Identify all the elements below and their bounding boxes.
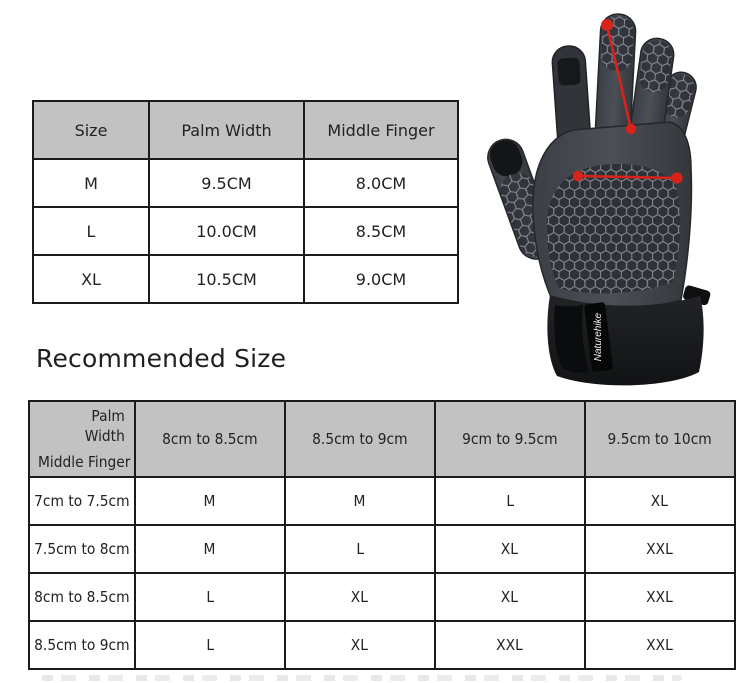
spec-header-size: Size [32, 100, 150, 160]
spec-cell: 8.5CM [303, 206, 459, 256]
rec-cell-value: XL [501, 588, 519, 606]
rec-cell: L [433, 476, 586, 526]
rec-col-header: 9cm to 9.5cm [433, 400, 586, 478]
rec-cell-value: M [203, 492, 216, 510]
spec-cell: 10.5CM [148, 254, 305, 304]
rec-col-header-label: 9cm to 9.5cm [462, 430, 558, 448]
rec-cell-value: XL [351, 636, 369, 654]
rec-col-header: 8.5cm to 9cm [283, 400, 436, 478]
measurement-endpoints [572, 19, 683, 184]
rec-cell: XL [583, 476, 736, 526]
rec-row-label-text: 7cm to 7.5cm [34, 492, 130, 510]
rec-cell-value: L [205, 588, 214, 606]
measurement-annotations [577, 24, 678, 180]
glove-product-image: Naturehike [455, 0, 755, 390]
cropped-caption-remnant [42, 675, 682, 681]
rec-col-header: 8cm to 8.5cm [133, 400, 286, 478]
rec-row: 8cm to 8.5cm L XL XL XXL [28, 572, 736, 622]
spec-cell: 8.0CM [303, 158, 459, 208]
thumb-touch-tip [489, 140, 523, 177]
rec-row: 7.5cm to 8cm M L XL XXL [28, 524, 736, 574]
corner-label-palm: Palm [91, 407, 125, 425]
palm-grip-pattern [546, 164, 681, 294]
rec-cell-value: XXL [646, 636, 674, 654]
rec-col-header-label: 8.5cm to 9cm [312, 430, 408, 448]
rec-row-label-text: 8cm to 8.5cm [34, 588, 130, 606]
corner-label-middle-finger: Middle Finger [38, 453, 131, 471]
spec-cell: 10.0CM [148, 206, 305, 256]
index-touch-patch [557, 57, 581, 86]
rec-row-label: 8cm to 8.5cm [28, 572, 136, 622]
rec-col-header-label: 9.5cm to 10cm [607, 430, 712, 448]
rec-cell: XXL [583, 620, 736, 670]
rec-cell: XXL [583, 524, 736, 574]
rec-col-header: 9.5cm to 10cm [583, 400, 736, 478]
rec-cell: XXL [433, 620, 586, 670]
rec-cell-value: XL [651, 492, 669, 510]
glove-palm [532, 121, 693, 310]
spec-header-row: Size Palm Width Middle Finger [32, 100, 459, 160]
spec-header-palm-width: Palm Width [148, 100, 305, 160]
rec-cell-value: XL [501, 540, 519, 558]
rec-cell-value: M [203, 540, 216, 558]
cuff-velcro-patch [554, 305, 589, 373]
glove-illustration: Naturehike [487, 13, 711, 386]
corner-label-width: Width [84, 426, 125, 445]
rec-row: 8.5cm to 9cm L XL XXL XXL [28, 620, 736, 670]
rec-cell-value: M [353, 492, 366, 510]
rec-cell: XL [433, 524, 586, 574]
spec-cell: XL [32, 254, 150, 304]
brand-label: Naturehike [593, 312, 604, 361]
rec-cell: L [133, 572, 286, 622]
rec-cell-value: XXL [496, 636, 524, 654]
palm-width-measure-line [577, 174, 678, 180]
rec-cell: M [133, 476, 286, 526]
size-spec-table: Size Palm Width Middle Finger M 9.5CM 8.… [32, 100, 459, 304]
rec-cell: L [133, 620, 286, 670]
rec-row-label: 7.5cm to 8cm [28, 524, 136, 574]
section-heading: Recommended Size [36, 344, 287, 373]
rec-cell-value: XXL [646, 540, 674, 558]
glove-cuff: Naturehike [547, 295, 704, 386]
rec-header-row: Palm Width Middle Finger 8cm to 8.5cm 8.… [28, 400, 736, 478]
spec-cell: L [32, 206, 150, 256]
spec-cell: 9.5CM [148, 158, 305, 208]
rec-cell: L [283, 524, 436, 574]
rec-cell: XXL [583, 572, 736, 622]
rec-cell-value: L [205, 636, 214, 654]
rec-cell-value: L [505, 492, 514, 510]
rec-row-label-text: 8.5cm to 9cm [34, 636, 130, 654]
rec-cell: M [133, 524, 286, 574]
spec-row-l: L 10.0CM 8.5CM [32, 206, 459, 256]
cuff-brand-tab: Naturehike [584, 302, 613, 372]
rec-row-label: 7cm to 7.5cm [28, 476, 136, 526]
rec-cell-value: XL [351, 588, 369, 606]
rec-cell-value: L [355, 540, 364, 558]
rec-cell: XL [283, 620, 436, 670]
rec-cell: M [283, 476, 436, 526]
rec-cell: XL [433, 572, 586, 622]
rec-row-label: 8.5cm to 9cm [28, 620, 136, 670]
rec-cell-value: XXL [646, 588, 674, 606]
rec-col-header-label: 8cm to 8.5cm [162, 430, 258, 448]
rec-row-label-text: 7.5cm to 8cm [34, 540, 130, 558]
spec-cell: M [32, 158, 150, 208]
rec-cell: XL [283, 572, 436, 622]
diagonal-corner-cell: Palm Width Middle Finger [28, 400, 136, 478]
rec-row: 7cm to 7.5cm M M L XL [28, 476, 736, 526]
middle-finger-measure-line [605, 24, 633, 130]
spec-row-m: M 9.5CM 8.0CM [32, 158, 459, 208]
spec-row-xl: XL 10.5CM 9.0CM [32, 254, 459, 304]
corner-palm-width-label: Palm Width [83, 407, 127, 446]
recommended-size-table: Palm Width Middle Finger 8cm to 8.5cm 8.… [28, 400, 736, 670]
spec-cell: 9.0CM [303, 254, 459, 304]
spec-header-middle-finger: Middle Finger [303, 100, 459, 160]
